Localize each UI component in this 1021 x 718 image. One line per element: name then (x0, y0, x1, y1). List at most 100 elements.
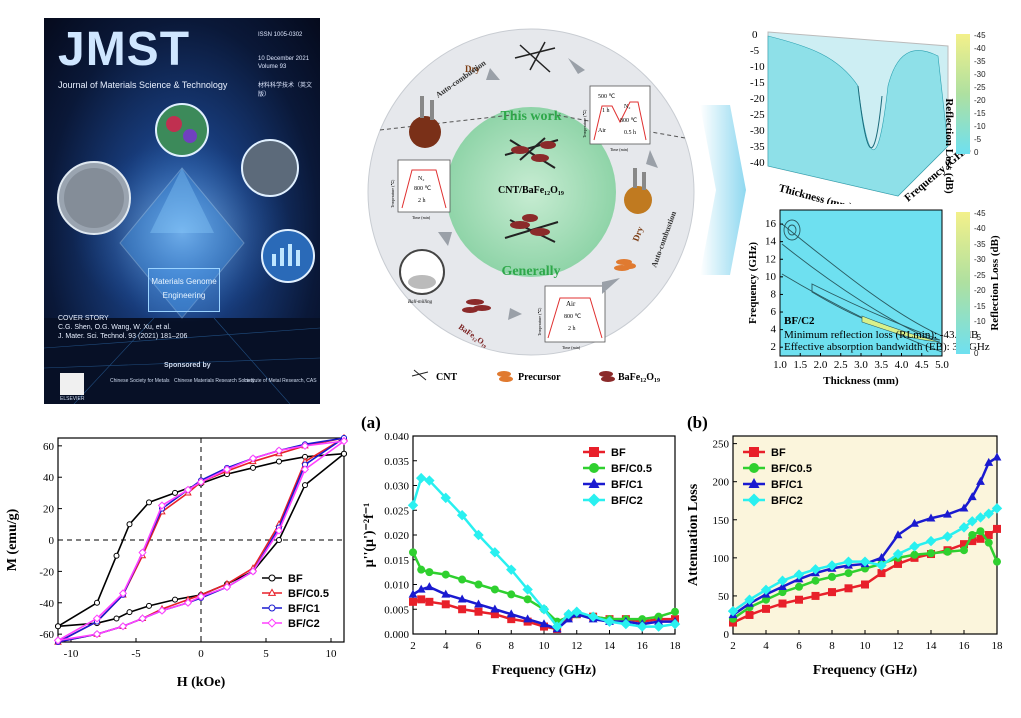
data-point (196, 592, 206, 601)
legend-label: BF/C0.5 (611, 463, 652, 475)
profile-bottom-h: 2 h (568, 326, 576, 332)
cbar-tick: -30 (974, 255, 986, 264)
crystal-circle (241, 139, 299, 197)
data-point (300, 465, 310, 474)
data-point (118, 622, 128, 631)
x-tick-label: 16 (959, 640, 971, 652)
flow-arrow (700, 105, 746, 275)
y-tick-label: 0.030 (384, 481, 409, 493)
profile-bottom-gas: Air (566, 300, 576, 308)
data-point (94, 599, 100, 606)
legend-marker (587, 493, 601, 507)
data-point (523, 595, 532, 604)
x-tick-label: 18 (992, 640, 1004, 652)
mge-line2: Engineering (162, 291, 206, 300)
rl3d-colorbar (956, 34, 970, 154)
sponsor-3: Institute of Metal Research, CAS (244, 378, 317, 384)
rlmap-eb: Effective absorption bandwidth (EB): 3.9… (784, 341, 990, 353)
profile-left-gas: N₂ (418, 176, 424, 182)
z-tick: -40 (750, 157, 765, 169)
profile-top-t1: 500 ℃ (598, 94, 616, 100)
y-tick-label: 40 (43, 472, 55, 484)
rl3d-zticks: 0 -5 -10 -15 -20 -25 -30 -35 -40 (750, 29, 765, 169)
data-point (408, 589, 418, 598)
data-point (654, 612, 663, 621)
data-point (976, 527, 985, 536)
data-point (942, 531, 953, 542)
data-point (894, 559, 902, 568)
y-tick-label: 0.020 (384, 530, 409, 542)
data-point (843, 556, 854, 567)
data-point (183, 598, 193, 607)
data-point (811, 591, 820, 600)
z-tick: -25 (750, 109, 765, 121)
data-point (300, 441, 310, 450)
rl3d-zlabel: Reflection Loss (dB) (943, 98, 955, 194)
x-tick-label: 6 (476, 640, 482, 652)
data-point (407, 500, 419, 511)
y-tick-label: 0.035 (384, 456, 409, 468)
data-point (416, 584, 426, 593)
data-point (196, 477, 206, 487)
x-tick-label: 18 (670, 640, 682, 652)
data-point (587, 611, 599, 622)
data-point (975, 512, 986, 523)
data-point (276, 537, 282, 543)
cbar-tick: -30 (974, 70, 986, 79)
data-point (984, 457, 994, 466)
data-point (844, 569, 853, 578)
legend-cnt-label: CNT (436, 372, 457, 383)
rlmap-rlmin: Minimum reflection loss (RLmin): -43.9 d… (784, 329, 978, 341)
data-point (976, 534, 985, 543)
profile-top-air: Air (598, 128, 606, 134)
x-tick-label: 4.5 (915, 359, 929, 371)
cbar-tick: -10 (974, 122, 986, 131)
data-point (926, 513, 936, 522)
legend-label: BF/C0.5 (771, 463, 812, 475)
rl3d-xlabel: Thickness (mm) (777, 182, 853, 204)
x-tick-label: 1.0 (773, 359, 787, 371)
x-tick-label: 1.5 (793, 359, 807, 371)
data-point (92, 614, 102, 623)
profile-bottom-xlabel: Time (min) (562, 345, 581, 350)
data-point (976, 476, 985, 485)
y-tick-label: 16 (765, 218, 777, 230)
y-tick-label: 12 (765, 253, 776, 265)
data-point (620, 618, 632, 630)
y-tick-label: 150 (713, 515, 730, 527)
sponsored-by: Sponsored by (164, 362, 211, 369)
legend-label: BF/C1 (288, 603, 320, 615)
data-point (984, 538, 993, 547)
x-tick-label: 2 (410, 640, 416, 652)
y-tick-label: 250 (713, 439, 730, 451)
data-point (274, 526, 284, 535)
x-tick-label: 14 (926, 640, 938, 652)
profile-top: 500 ℃ 1 h N₂ Air 800 ℃ 0.5 h Time (min) … (582, 85, 651, 152)
data-point (126, 609, 133, 616)
data-point (795, 595, 803, 604)
data-point (760, 584, 772, 596)
data-point (795, 582, 803, 591)
synthesis-schematic: This work Generally CNT/BaFe₁₂O₁₉ Dry Au… (367, 28, 695, 383)
data-point (424, 582, 434, 591)
cbar-tick: -45 (974, 209, 986, 218)
divider-right (549, 113, 686, 139)
x-tick-label: 2.0 (814, 359, 828, 371)
rlmap-cbar-title: Reflection Loss (dB) (989, 235, 1001, 331)
chart-a: 2 4 6 8 10 12 14 16 18 0.000 0.005 0.010 0.015 0.020 0… (361, 413, 682, 678)
data-point (571, 606, 582, 617)
legend-marker (268, 604, 276, 612)
rl-valley (857, 85, 883, 149)
data-point (474, 599, 483, 608)
data-point (539, 619, 549, 628)
cbar-tick: -15 (974, 302, 986, 311)
data-point (138, 548, 147, 557)
data-point (538, 604, 550, 615)
data-point (126, 521, 133, 528)
cbar-tick: -15 (974, 109, 986, 118)
data-point (415, 472, 427, 484)
data-point (877, 553, 886, 562)
ball-mill (399, 249, 445, 295)
profile-top-ylabel: Temperature (℃) (582, 109, 587, 138)
y-tick-label: 200 (713, 477, 730, 489)
